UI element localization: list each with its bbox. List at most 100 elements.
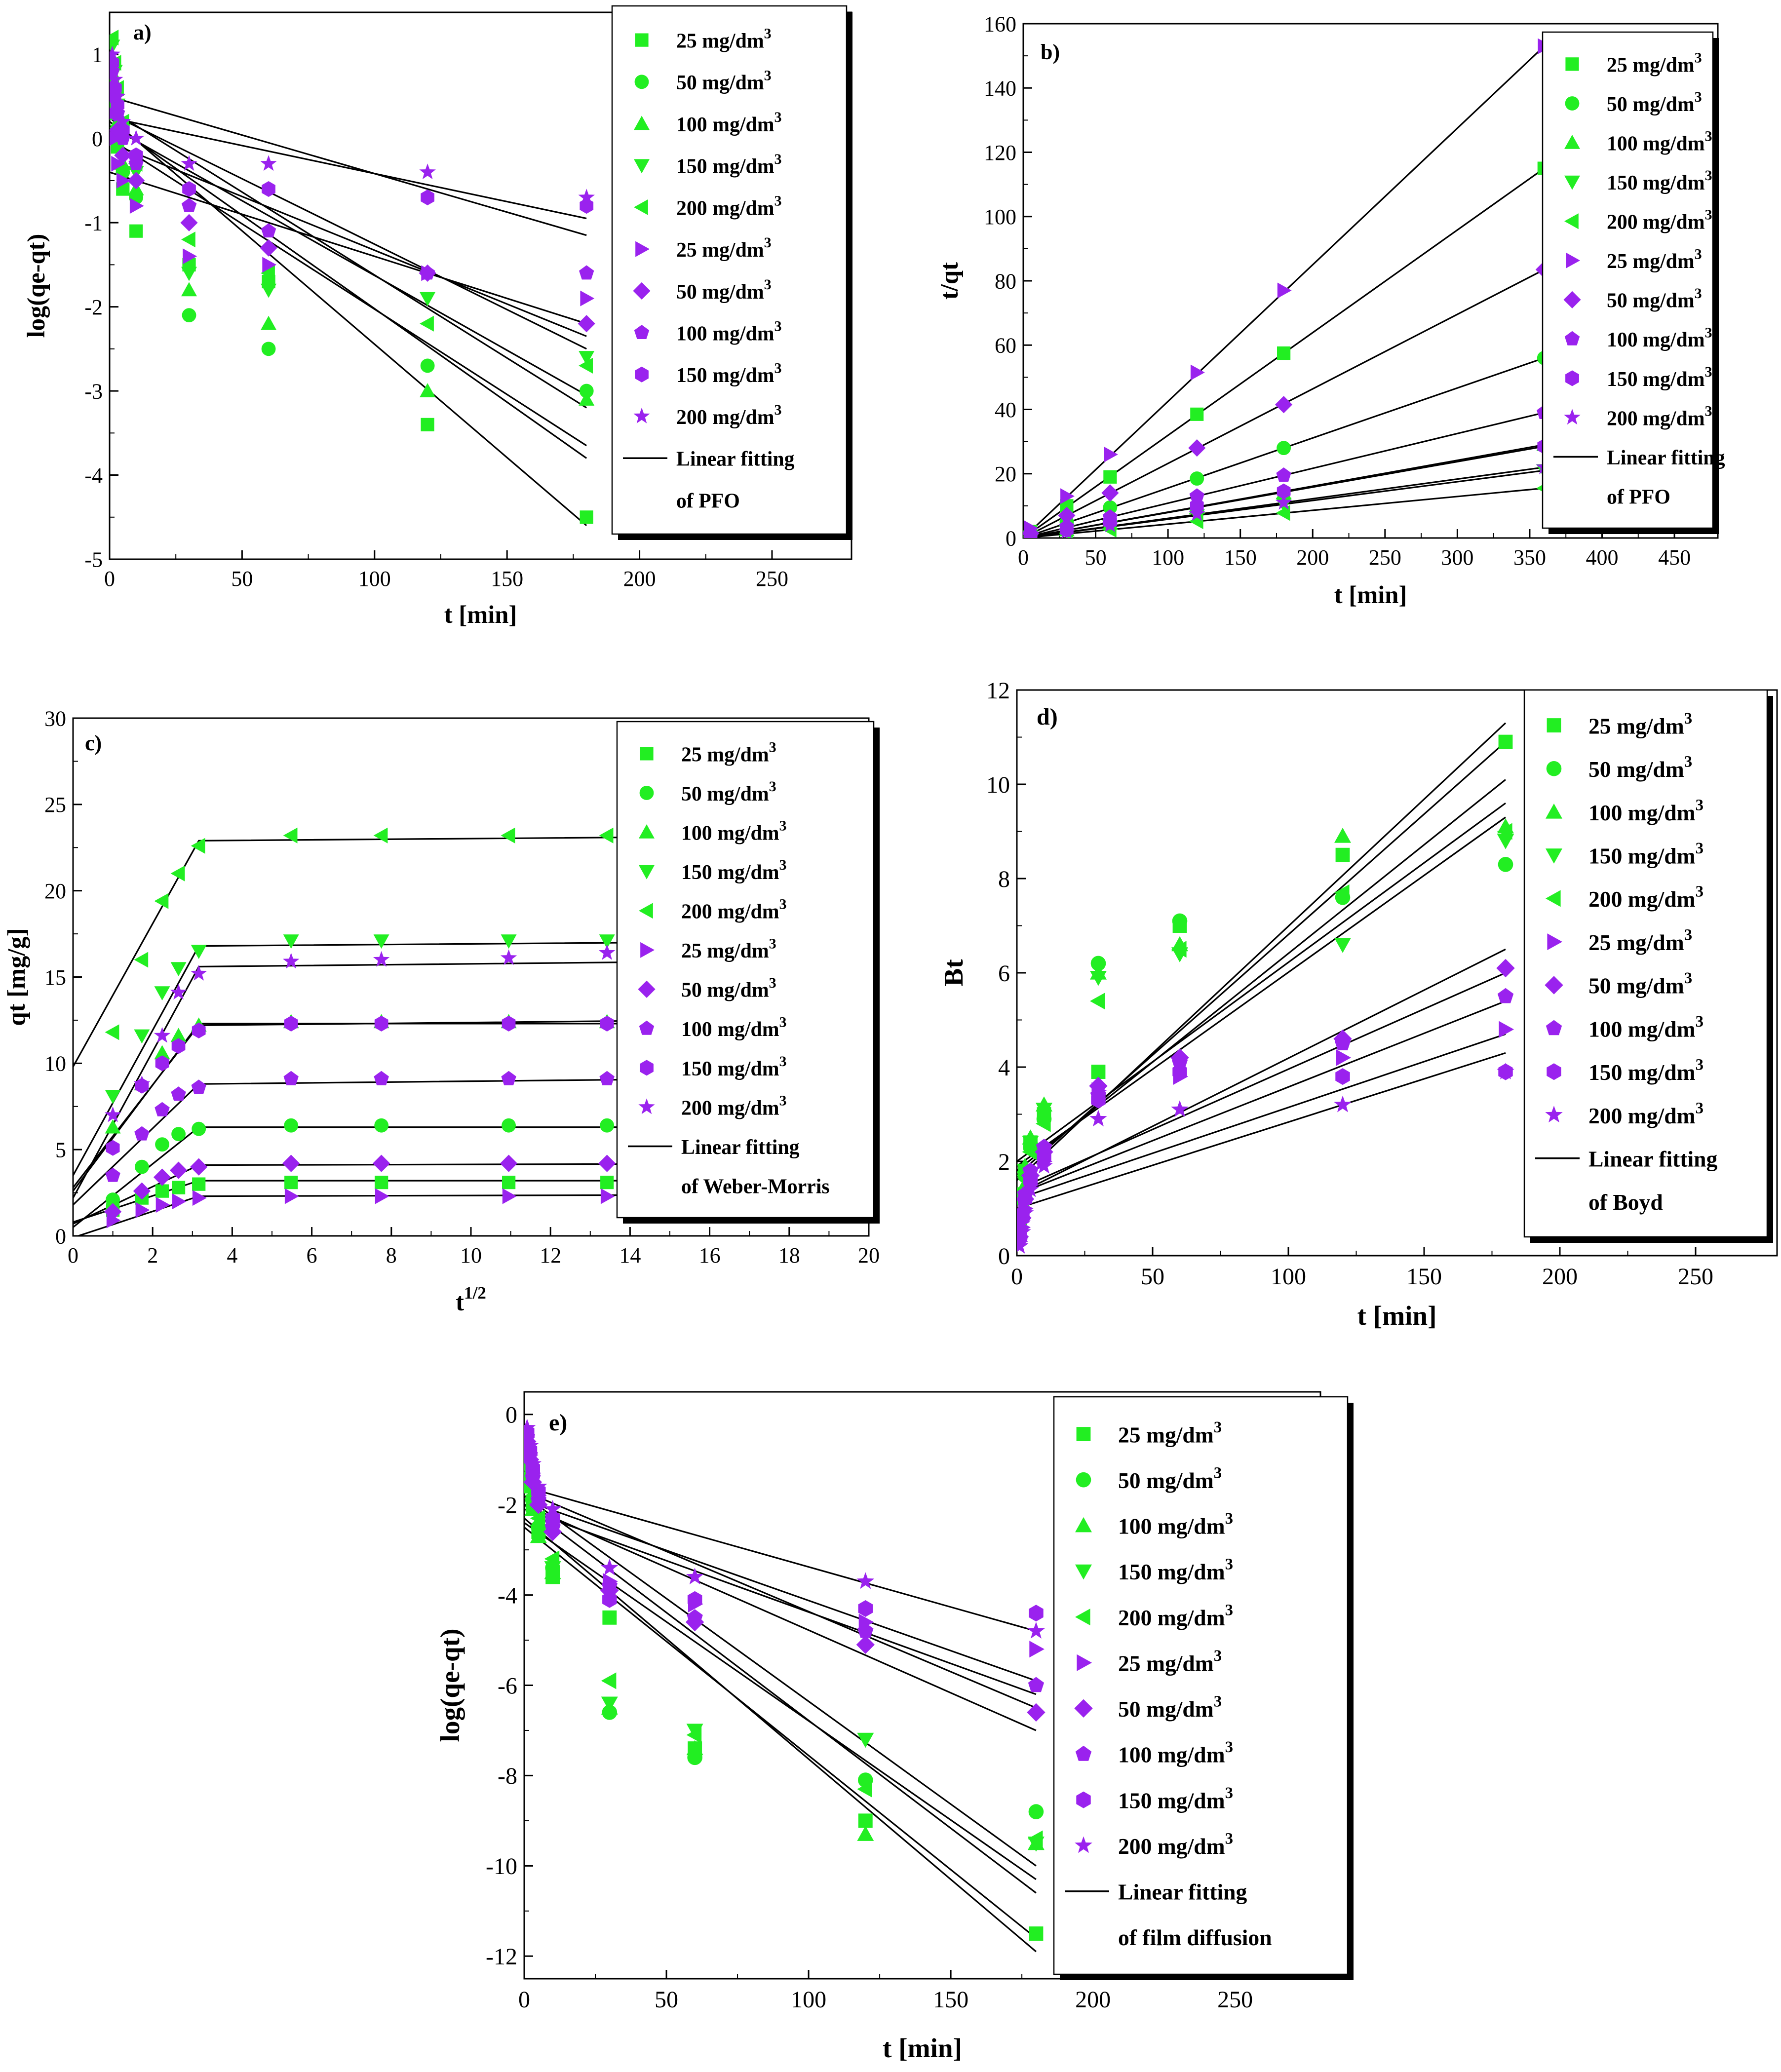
data-point: [420, 383, 436, 397]
fit-line: [110, 142, 587, 337]
data-point: [191, 945, 207, 959]
data-point: [181, 155, 197, 171]
data-point: [1104, 446, 1118, 462]
legend-label: 100 mg/dm3: [1118, 1510, 1233, 1539]
fit-line: [1017, 741, 1507, 1176]
y-tick-label: 25: [44, 793, 66, 817]
data-point: [686, 1568, 704, 1585]
x-tick-label: 100: [358, 567, 391, 591]
fit-line: [110, 95, 587, 236]
legend-marker: [1566, 252, 1580, 269]
data-point: [600, 1015, 614, 1032]
legend-label: 100 mg/dm3: [1607, 128, 1712, 155]
legend-marker: [634, 75, 649, 89]
data-point: [1022, 1136, 1039, 1151]
data-point: [170, 1161, 188, 1179]
fit-line: [110, 125, 587, 396]
x-axis-label: t1/2: [456, 1283, 486, 1316]
legend-marker: [1547, 1063, 1561, 1080]
y-axis-label: log(qe-qt): [435, 1629, 465, 1742]
legend-marker: [1074, 1699, 1093, 1718]
legend-marker: [635, 366, 649, 383]
data-point: [129, 198, 144, 214]
y-tick-label: 60: [995, 334, 1016, 358]
data-point: [1334, 938, 1351, 953]
legend-marker: [1077, 1654, 1092, 1671]
x-tick-label: 150: [491, 567, 523, 591]
data-point: [192, 1022, 206, 1038]
data-point: [1336, 1049, 1351, 1066]
x-tick-label: 0: [518, 1987, 530, 2013]
legend-fit-label-2: of Boyd: [1588, 1189, 1663, 1215]
data-point: [192, 1177, 206, 1191]
data-point: [1023, 528, 1039, 538]
legend-fit-label: Linear fitting: [1118, 1880, 1247, 1905]
legend-label: 25 mg/dm3: [681, 935, 776, 962]
x-tick-label: 12: [540, 1243, 561, 1267]
data-point: [502, 1015, 516, 1032]
y-tick-label: 15: [44, 965, 66, 990]
x-tick-label: 150: [1224, 545, 1257, 570]
fit-line: [110, 138, 587, 447]
data-point: [171, 1127, 186, 1142]
data-point: [600, 1176, 614, 1189]
data-point: [502, 1118, 516, 1133]
legend-label: 50 mg/dm3: [681, 778, 776, 806]
legend-label: 150 mg/dm3: [676, 151, 782, 178]
data-point: [133, 1182, 151, 1200]
x-tick-label: 0: [1011, 1264, 1023, 1290]
data-point: [284, 1188, 299, 1204]
chart-panel-b: 0 50 100 150 200 250 300 350 400 450 0 20 40 60 80 100 1…: [935, 12, 1725, 609]
data-point: [155, 1197, 170, 1213]
data-point: [1171, 1100, 1189, 1117]
data-point: [284, 1176, 298, 1189]
data-point: [1035, 1156, 1053, 1174]
legend-marker: [635, 241, 650, 257]
data-point: [578, 315, 595, 333]
data-point: [110, 71, 123, 87]
fit-line: [524, 1527, 1037, 1939]
fit-line: [524, 1490, 1037, 1709]
data-point: [135, 1202, 150, 1218]
data-point: [524, 1455, 542, 1472]
legend-label: 150 mg/dm3: [1118, 1556, 1233, 1585]
x-tick-label: 50: [655, 1987, 678, 2013]
data-point: [1276, 505, 1290, 521]
data-point: [1334, 1035, 1351, 1050]
data-point: [191, 1079, 206, 1094]
y-tick-label: 0: [505, 1402, 517, 1428]
legend-fit-label-2: of PFO: [1607, 486, 1670, 508]
fit-line: [524, 1508, 1037, 1695]
legend-label: 25 mg/dm3: [1118, 1419, 1222, 1448]
data-point: [1090, 956, 1106, 971]
data-point: [500, 949, 517, 965]
legend-marker: [1565, 96, 1580, 111]
data-point: [1102, 516, 1119, 533]
data-point: [183, 248, 197, 265]
y-axis-label: qt [mg/g]: [2, 928, 30, 1026]
data-point: [1498, 734, 1513, 749]
fit-line: [524, 1522, 1037, 1880]
x-tick-label: 14: [619, 1243, 641, 1267]
x-tick-label: 250: [1678, 1264, 1713, 1290]
chart-panel-d: 0 50 100 150 200 250 0 2 4 6 8 10 12 t [min] Bt d) 25 mg…: [938, 678, 1778, 1331]
data-point: [1017, 1223, 1031, 1240]
legend-label: 200 mg/dm3: [1118, 1830, 1233, 1859]
data-point: [191, 838, 205, 854]
legend-marker: [1546, 804, 1562, 819]
y-tick-label: -1: [84, 211, 103, 235]
y-tick-label: -2: [498, 1492, 517, 1518]
data-point: [856, 1572, 875, 1589]
legend-marker: [1546, 1020, 1562, 1036]
data-point: [170, 962, 187, 976]
data-point: [261, 315, 277, 330]
legend-marker: [1564, 409, 1581, 425]
data-point: [374, 1015, 388, 1032]
data-point: [1190, 364, 1205, 381]
legend-marker: [633, 407, 650, 423]
chart-panel-c: 0 2 4 6 8 10 12 14 16 18 20 0 5 10 15 20 25 30 t1/2 qt [mg/…: [2, 706, 880, 1316]
data-point: [105, 1119, 121, 1134]
data-point: [1028, 1804, 1044, 1819]
legend-label: 100 mg/dm3: [681, 1013, 787, 1041]
data-point: [170, 984, 187, 1000]
